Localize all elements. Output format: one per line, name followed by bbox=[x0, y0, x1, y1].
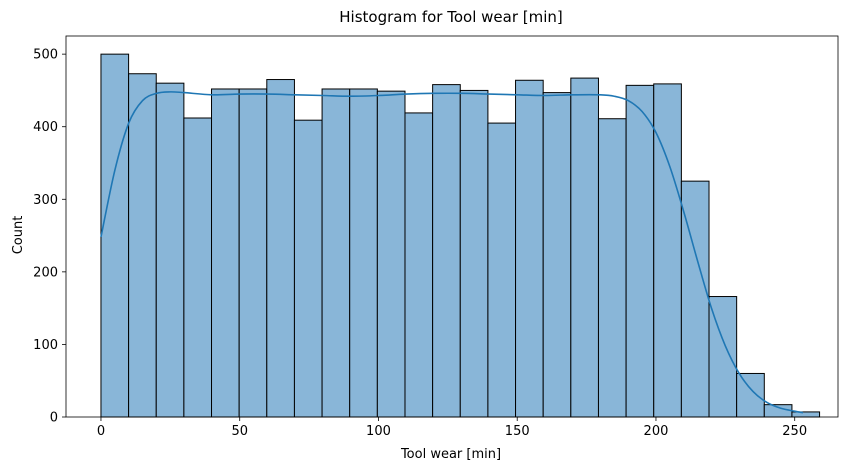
histogram-bar bbox=[321, 88, 351, 418]
histogram-bar bbox=[404, 112, 434, 418]
histogram-bar bbox=[211, 88, 240, 418]
y-tick-label: 200 bbox=[33, 265, 58, 280]
chart-title: Histogram for Tool wear [min] bbox=[339, 8, 563, 26]
histogram-bar bbox=[625, 84, 655, 418]
histogram-bar bbox=[763, 404, 793, 418]
x-tick-label: 50 bbox=[231, 424, 248, 439]
histogram-bar bbox=[100, 53, 130, 418]
x-tick-label: 250 bbox=[782, 424, 807, 439]
histogram-bar bbox=[653, 83, 682, 418]
histogram-bar bbox=[459, 89, 489, 418]
kde-group bbox=[100, 91, 804, 414]
histogram-bar bbox=[487, 122, 517, 418]
x-axis-label: Tool wear [min] bbox=[400, 447, 501, 462]
histogram-bar bbox=[736, 372, 765, 418]
kde-line bbox=[100, 91, 804, 414]
x-tick-label: 200 bbox=[644, 424, 669, 439]
histogram-bar bbox=[570, 77, 599, 418]
histogram-bar bbox=[515, 79, 544, 418]
histogram-bar bbox=[266, 79, 295, 418]
histogram-bar bbox=[376, 90, 406, 418]
x-axis: 0 50 100 150 200 250 bbox=[97, 417, 807, 439]
y-tick-label: 100 bbox=[33, 338, 58, 353]
histogram-bar bbox=[542, 92, 572, 418]
bars-group bbox=[100, 53, 821, 418]
x-tick-label: 100 bbox=[366, 424, 391, 439]
histogram-bar bbox=[597, 118, 627, 418]
histogram-bar bbox=[293, 119, 323, 418]
y-axis-label: Count bbox=[11, 216, 26, 255]
y-tick-label: 0 bbox=[50, 411, 58, 426]
histogram-bar bbox=[238, 88, 268, 418]
histogram-bar bbox=[349, 88, 378, 418]
histogram-bar bbox=[791, 411, 821, 418]
histogram-bar bbox=[183, 117, 213, 418]
plot-frame bbox=[65, 35, 839, 418]
histogram-bar bbox=[155, 82, 185, 418]
histogram-bar bbox=[432, 84, 461, 418]
y-axis: 0 100 200 300 400 500 bbox=[33, 48, 66, 426]
x-tick-label: 150 bbox=[505, 424, 530, 439]
y-tick-label: 500 bbox=[33, 48, 58, 63]
x-tick-label: 0 bbox=[97, 424, 105, 439]
y-tick-label: 300 bbox=[33, 193, 58, 208]
y-tick-label: 400 bbox=[33, 120, 58, 135]
histogram-bar bbox=[128, 73, 157, 418]
